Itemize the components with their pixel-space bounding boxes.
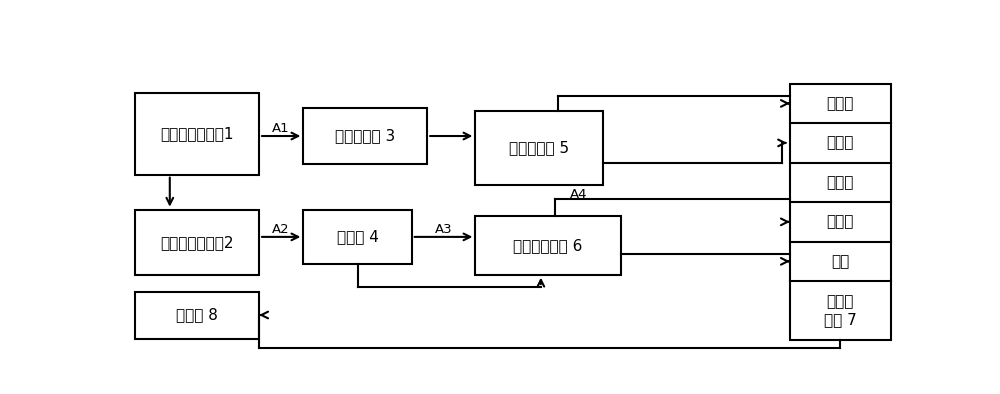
Text: 通道二: 通道二 <box>827 136 854 151</box>
Text: 取样示
波器 7: 取样示 波器 7 <box>824 294 857 327</box>
Bar <box>135 292 259 338</box>
Text: 梳状谱发生器 6: 梳状谱发生器 6 <box>513 238 583 253</box>
Text: A4: A4 <box>570 188 587 201</box>
Bar <box>475 111 603 185</box>
Text: 计算机 8: 计算机 8 <box>176 307 218 323</box>
Text: 通道三: 通道三 <box>827 175 854 190</box>
Text: 正交耦合器 5: 正交耦合器 5 <box>509 141 569 156</box>
Text: A3: A3 <box>435 223 452 236</box>
Bar <box>303 108 427 164</box>
Text: A2: A2 <box>272 223 290 236</box>
Text: 通道一: 通道一 <box>827 96 854 111</box>
Bar <box>303 210 412 264</box>
Bar <box>135 210 259 275</box>
Bar <box>790 84 891 340</box>
Bar <box>135 93 259 175</box>
Bar <box>475 216 621 275</box>
Text: 触发: 触发 <box>831 254 849 269</box>
Text: 第一微波信号源1: 第一微波信号源1 <box>160 126 234 141</box>
Text: 通道四: 通道四 <box>827 214 854 229</box>
Text: 带通滤波器 3: 带通滤波器 3 <box>335 128 395 143</box>
Text: 第二微波信号源2: 第二微波信号源2 <box>160 235 234 250</box>
Text: 功分器 4: 功分器 4 <box>337 229 378 244</box>
Text: A1: A1 <box>272 122 290 135</box>
